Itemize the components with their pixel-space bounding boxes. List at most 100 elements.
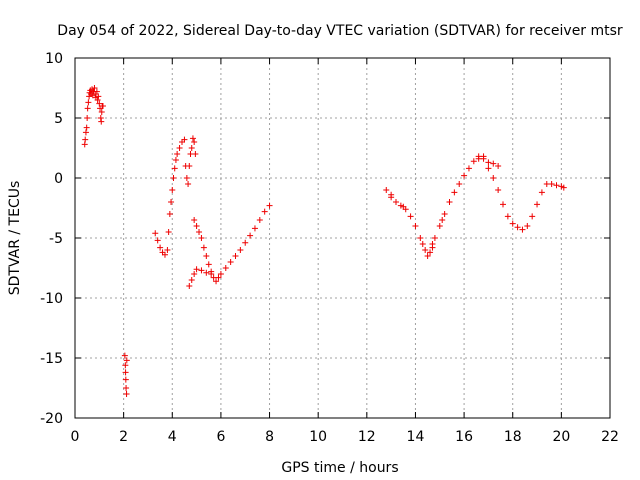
- y-tick-label: -15: [40, 351, 63, 367]
- x-tick-label: 2: [119, 429, 128, 445]
- chart-title: Day 054 of 2022, Sidereal Day-to-day VTE…: [57, 23, 623, 39]
- data-point: [534, 201, 541, 208]
- data-point: [407, 213, 414, 220]
- data-point: [94, 97, 101, 103]
- axis-ticks: 0 2 4 6 8 10 12 14 16 18 20 22 -20 -15 -10 -5 0 5 10: [40, 51, 619, 445]
- data-point: [429, 241, 436, 247]
- data-point: [91, 85, 98, 91]
- data-point: [164, 247, 171, 253]
- data-point: [98, 118, 105, 125]
- data-point: [461, 172, 468, 179]
- data-point: [191, 271, 198, 277]
- data-point: [431, 235, 438, 241]
- data-point: [524, 223, 531, 229]
- data-point: [242, 239, 249, 246]
- data-point: [193, 223, 200, 229]
- data-point: [186, 163, 193, 169]
- data-point: [122, 376, 129, 383]
- data-point: [192, 151, 199, 157]
- data-point: [99, 103, 106, 109]
- data-point: [198, 267, 205, 274]
- y-axis-label: SDTVAR / TECUs: [7, 181, 23, 296]
- data-point: [529, 213, 536, 220]
- x-tick-label: 8: [265, 429, 274, 445]
- data-points: [81, 85, 567, 397]
- data-point: [427, 249, 434, 256]
- data-point: [188, 277, 195, 283]
- x-tick-label: 22: [601, 429, 619, 445]
- data-point: [504, 213, 511, 220]
- data-point: [227, 259, 234, 265]
- data-point: [475, 155, 482, 162]
- data-point: [95, 93, 102, 100]
- data-point: [172, 157, 179, 163]
- data-point: [93, 88, 100, 95]
- data-point: [480, 153, 487, 160]
- data-point: [256, 217, 263, 223]
- data-point: [185, 181, 192, 187]
- data-point: [237, 247, 244, 253]
- data-point: [203, 253, 210, 259]
- x-tick-label: 12: [358, 429, 376, 445]
- data-point: [519, 226, 526, 233]
- data-point: [181, 136, 188, 143]
- data-point: [193, 266, 200, 273]
- data-point: [465, 165, 472, 172]
- data-point: [183, 175, 190, 181]
- data-point: [261, 208, 268, 215]
- x-tick-label: 16: [455, 429, 473, 445]
- data-point: [422, 247, 429, 253]
- data-point: [198, 235, 205, 241]
- data-point: [85, 99, 92, 106]
- data-point: [553, 182, 560, 189]
- data-point: [166, 211, 173, 217]
- data-point: [122, 369, 129, 376]
- data-point: [123, 357, 130, 364]
- data-point: [424, 253, 431, 259]
- data-point: [169, 187, 176, 193]
- data-point: [470, 158, 477, 165]
- data-point: [98, 109, 105, 115]
- data-point: [560, 184, 567, 191]
- data-point: [168, 199, 175, 205]
- grid: [75, 58, 610, 418]
- data-point: [485, 165, 492, 172]
- y-tick-label: 0: [54, 171, 63, 187]
- x-tick-label: 0: [71, 429, 80, 445]
- data-point: [123, 391, 130, 397]
- data-point: [122, 362, 129, 369]
- data-point: [232, 253, 239, 259]
- data-point: [446, 199, 453, 205]
- data-point: [393, 199, 399, 205]
- data-point: [205, 261, 212, 268]
- data-point: [266, 202, 273, 209]
- data-point: [191, 217, 198, 223]
- data-point: [251, 225, 258, 232]
- data-point: [247, 232, 254, 239]
- y-tick-label: 10: [45, 51, 63, 67]
- data-point: [419, 241, 426, 247]
- data-point: [439, 217, 446, 223]
- data-point: [188, 145, 195, 151]
- data-point: [84, 105, 91, 112]
- data-point: [161, 251, 168, 258]
- data-point: [490, 160, 497, 167]
- x-tick-label: 10: [309, 429, 327, 445]
- data-point: [215, 274, 222, 281]
- data-point: [436, 223, 443, 229]
- data-point: [509, 220, 516, 227]
- y-tick-label: 5: [54, 111, 63, 127]
- data-point: [176, 145, 183, 151]
- data-point: [171, 165, 178, 172]
- data-point: [174, 151, 181, 157]
- x-tick-label: 20: [552, 429, 570, 445]
- data-point: [121, 352, 128, 359]
- data-point: [165, 229, 172, 235]
- data-point: [495, 187, 502, 193]
- data-point: [500, 201, 506, 208]
- data-point: [412, 223, 419, 229]
- data-point: [222, 265, 229, 271]
- x-tick-label: 18: [504, 429, 522, 445]
- data-point: [208, 271, 215, 277]
- data-point: [83, 124, 90, 131]
